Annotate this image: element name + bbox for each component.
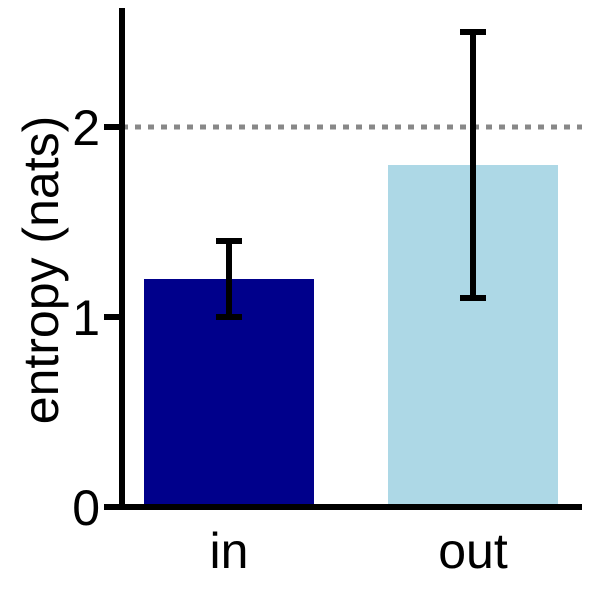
y-tick-label-0: 0 [72, 480, 100, 536]
y-tick-label-2: 2 [72, 100, 100, 156]
y-axis-label: entropy (nats) [13, 116, 69, 424]
x-tick-label-in: in [210, 523, 249, 579]
bars-layer [144, 165, 558, 507]
x-tick-label-out: out [438, 523, 508, 579]
y-tick-label-1: 1 [72, 290, 100, 346]
